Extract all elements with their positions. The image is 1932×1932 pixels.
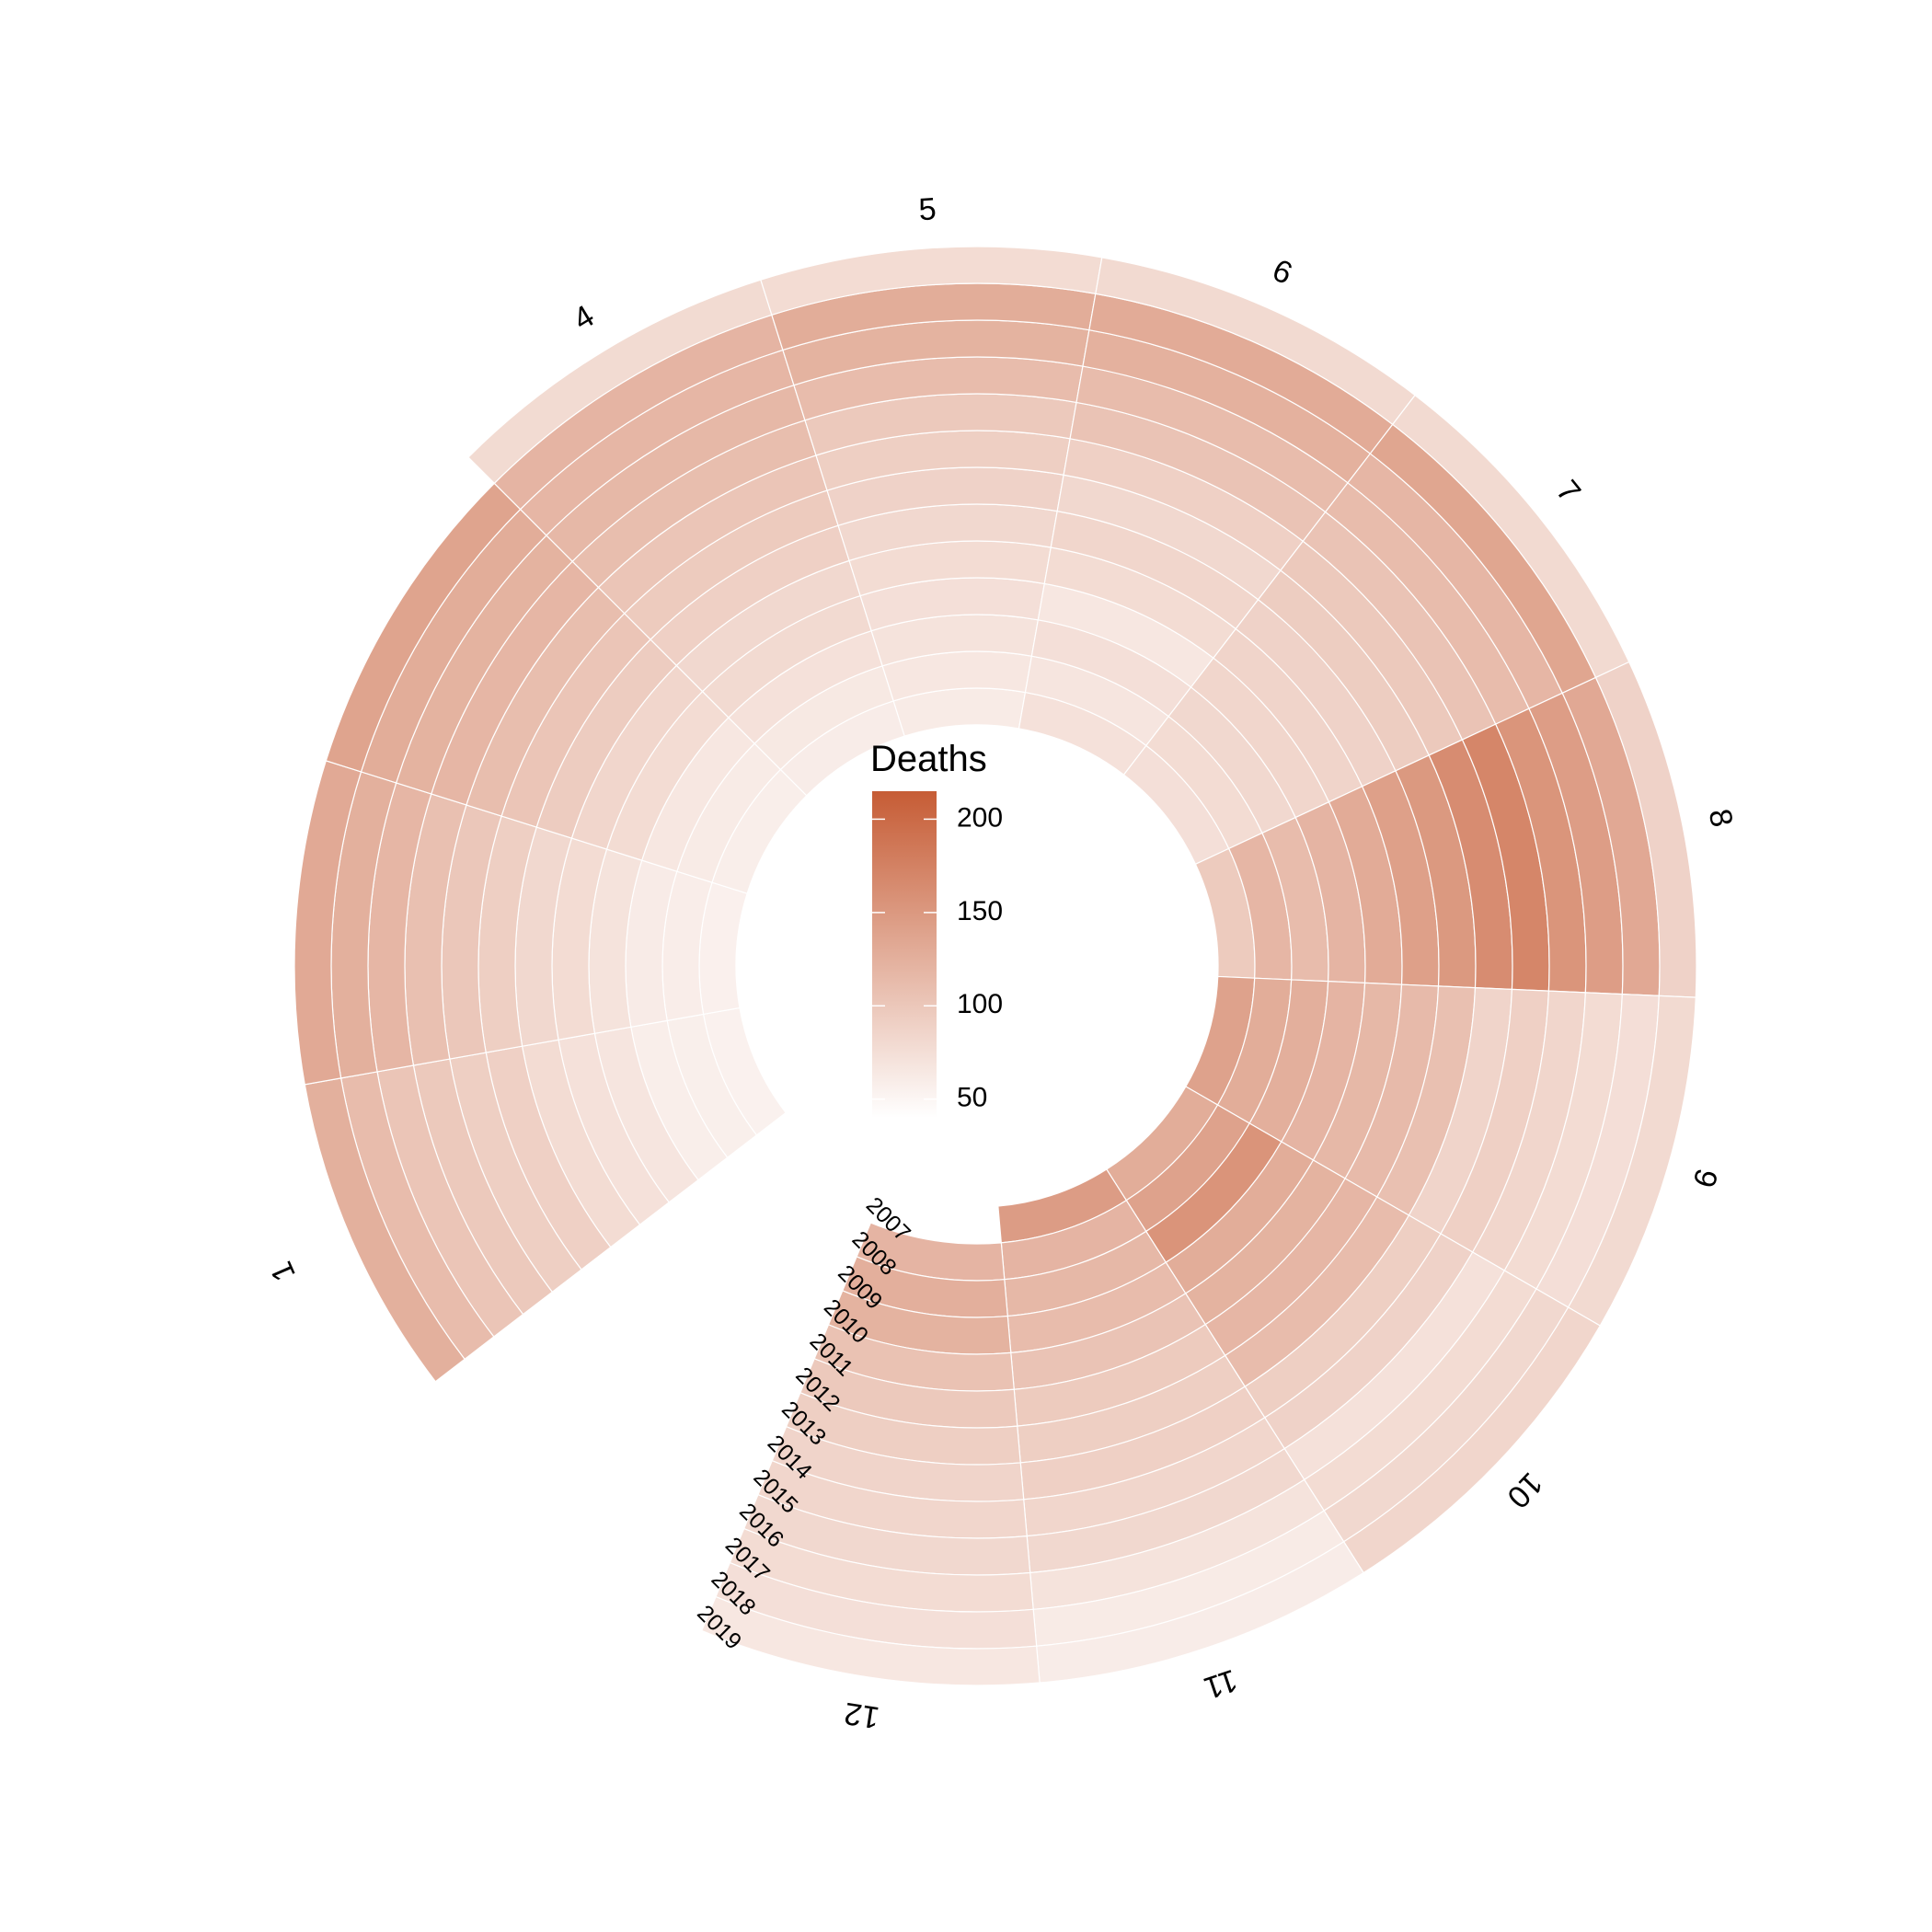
- month-label-10: 10: [1500, 1466, 1549, 1515]
- month-label-6: 6: [1268, 253, 1298, 292]
- legend-tick-label-100: 100: [957, 989, 1003, 1019]
- month-label-8: 8: [1702, 806, 1740, 830]
- color-legend: Deaths 50 100 150 200: [870, 739, 1003, 1118]
- legend-tick-label-150: 150: [957, 896, 1003, 926]
- heatmap-cell-month-12-year-2019: [700, 1595, 1041, 1686]
- legend-ticks: 50 100 150 200: [872, 802, 1003, 1113]
- legend-tick-label-50: 50: [957, 1083, 987, 1113]
- month-label-12: 12: [842, 1696, 881, 1735]
- month-label-1: 1: [264, 1257, 303, 1287]
- month-label-11: 11: [1200, 1662, 1242, 1706]
- legend-color-bar: [872, 791, 937, 1118]
- month-label-5: 5: [917, 191, 937, 227]
- legend-tick-label-200: 200: [957, 802, 1003, 833]
- month-label-7: 7: [1549, 474, 1587, 510]
- legend-title: Deaths: [870, 739, 987, 779]
- heatmap-cells: [293, 246, 1697, 1686]
- month-label-4: 4: [568, 298, 601, 337]
- month-label-9: 9: [1685, 1165, 1724, 1191]
